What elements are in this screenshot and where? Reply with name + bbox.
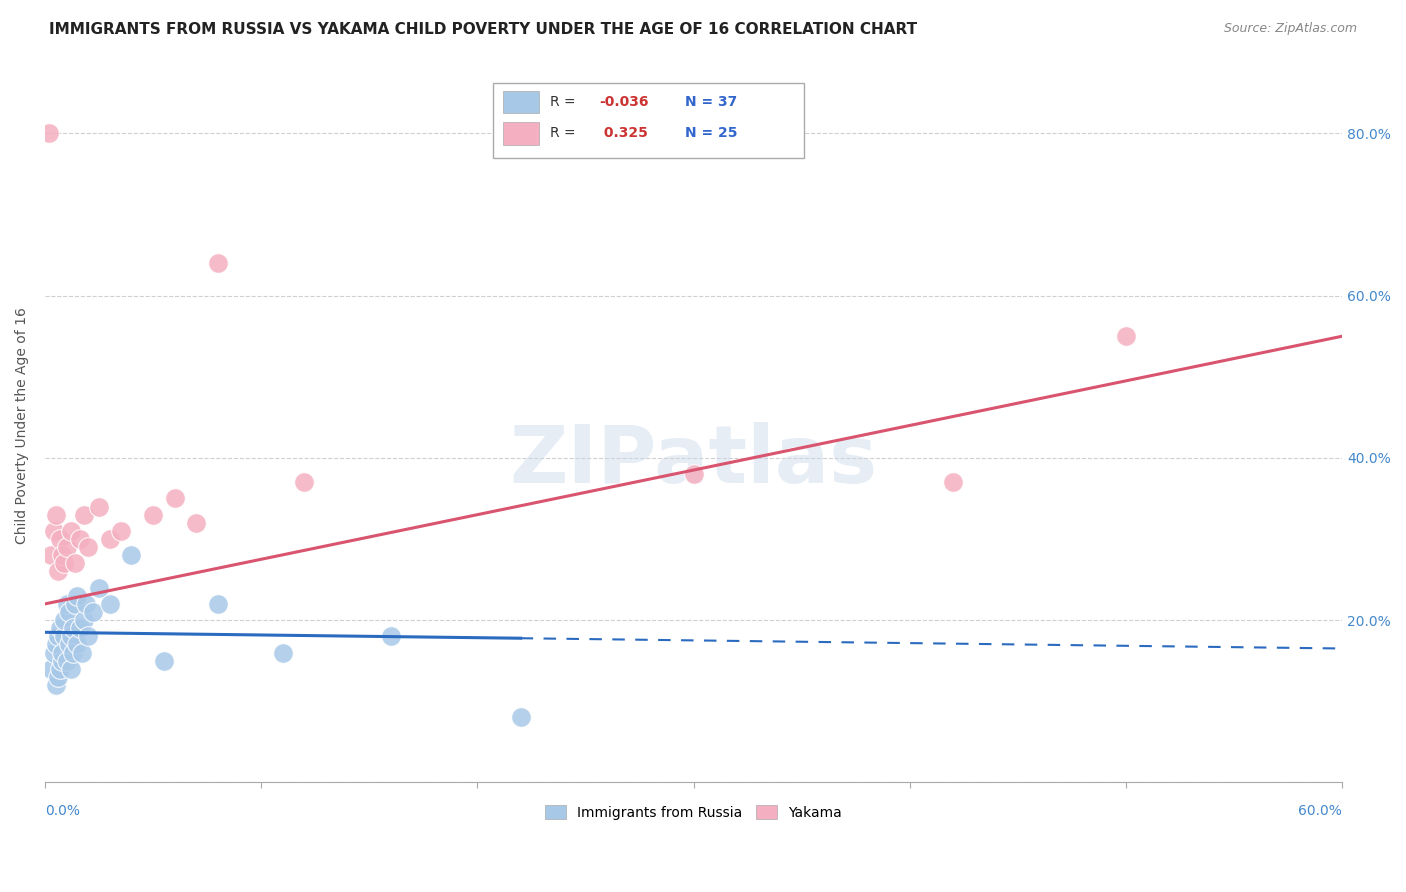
Point <box>49 621 72 635</box>
Text: -0.036: -0.036 <box>599 95 648 109</box>
Text: ZIPatlas: ZIPatlas <box>509 422 877 500</box>
Point <box>42 524 65 538</box>
Point <box>65 557 87 571</box>
Legend: Immigrants from Russia, Yakama: Immigrants from Russia, Yakama <box>540 799 848 825</box>
Point <box>87 581 110 595</box>
Point <box>59 662 82 676</box>
Point <box>46 565 69 579</box>
Point <box>186 516 208 530</box>
Point <box>82 605 104 619</box>
Point <box>53 557 76 571</box>
Point <box>41 662 63 676</box>
Point <box>53 629 76 643</box>
Point <box>1115 329 1137 343</box>
Point <box>120 548 142 562</box>
Point <box>73 508 96 522</box>
Point <box>69 532 91 546</box>
Point <box>70 646 93 660</box>
Point <box>207 256 229 270</box>
Point <box>62 646 84 660</box>
Point <box>45 508 67 522</box>
Point <box>51 646 73 660</box>
Point <box>45 637 67 651</box>
Point <box>87 500 110 514</box>
Point <box>509 710 531 724</box>
Point <box>59 629 82 643</box>
Text: 0.325: 0.325 <box>599 127 648 140</box>
Point <box>110 524 132 538</box>
Point <box>41 548 63 562</box>
Point <box>49 532 72 546</box>
Point <box>73 613 96 627</box>
Point <box>942 475 965 490</box>
Point <box>51 548 73 562</box>
Y-axis label: Child Poverty Under the Age of 16: Child Poverty Under the Age of 16 <box>15 307 30 544</box>
Point <box>294 475 316 490</box>
Point <box>66 637 89 651</box>
Point <box>77 629 100 643</box>
Text: Source: ZipAtlas.com: Source: ZipAtlas.com <box>1223 22 1357 36</box>
Point <box>75 597 97 611</box>
Point <box>59 524 82 538</box>
FancyBboxPatch shape <box>492 83 804 158</box>
Point <box>77 540 100 554</box>
Point <box>98 597 121 611</box>
Point <box>49 662 72 676</box>
Text: N = 25: N = 25 <box>685 127 737 140</box>
Point <box>42 646 65 660</box>
Point <box>58 605 80 619</box>
Point <box>55 654 77 668</box>
Text: R =: R = <box>550 127 579 140</box>
Point <box>58 637 80 651</box>
Point <box>682 467 704 482</box>
Point <box>380 629 402 643</box>
Text: 0.0%: 0.0% <box>45 804 80 818</box>
Text: IMMIGRANTS FROM RUSSIA VS YAKAMA CHILD POVERTY UNDER THE AGE OF 16 CORRELATION C: IMMIGRANTS FROM RUSSIA VS YAKAMA CHILD P… <box>49 22 917 37</box>
Point <box>51 654 73 668</box>
Point <box>163 491 186 506</box>
Point <box>38 127 60 141</box>
Point <box>98 532 121 546</box>
Point <box>55 540 77 554</box>
Point <box>45 678 67 692</box>
Point <box>207 597 229 611</box>
Point <box>65 597 87 611</box>
Point <box>46 670 69 684</box>
Point <box>69 621 91 635</box>
Point <box>153 654 176 668</box>
Point <box>66 589 89 603</box>
Point <box>55 597 77 611</box>
Text: R =: R = <box>550 95 579 109</box>
Point <box>53 613 76 627</box>
Point <box>271 646 294 660</box>
Point <box>46 629 69 643</box>
Point <box>62 621 84 635</box>
FancyBboxPatch shape <box>503 122 540 145</box>
Text: N = 37: N = 37 <box>685 95 737 109</box>
FancyBboxPatch shape <box>503 91 540 113</box>
Point <box>142 508 165 522</box>
Text: 60.0%: 60.0% <box>1298 804 1343 818</box>
